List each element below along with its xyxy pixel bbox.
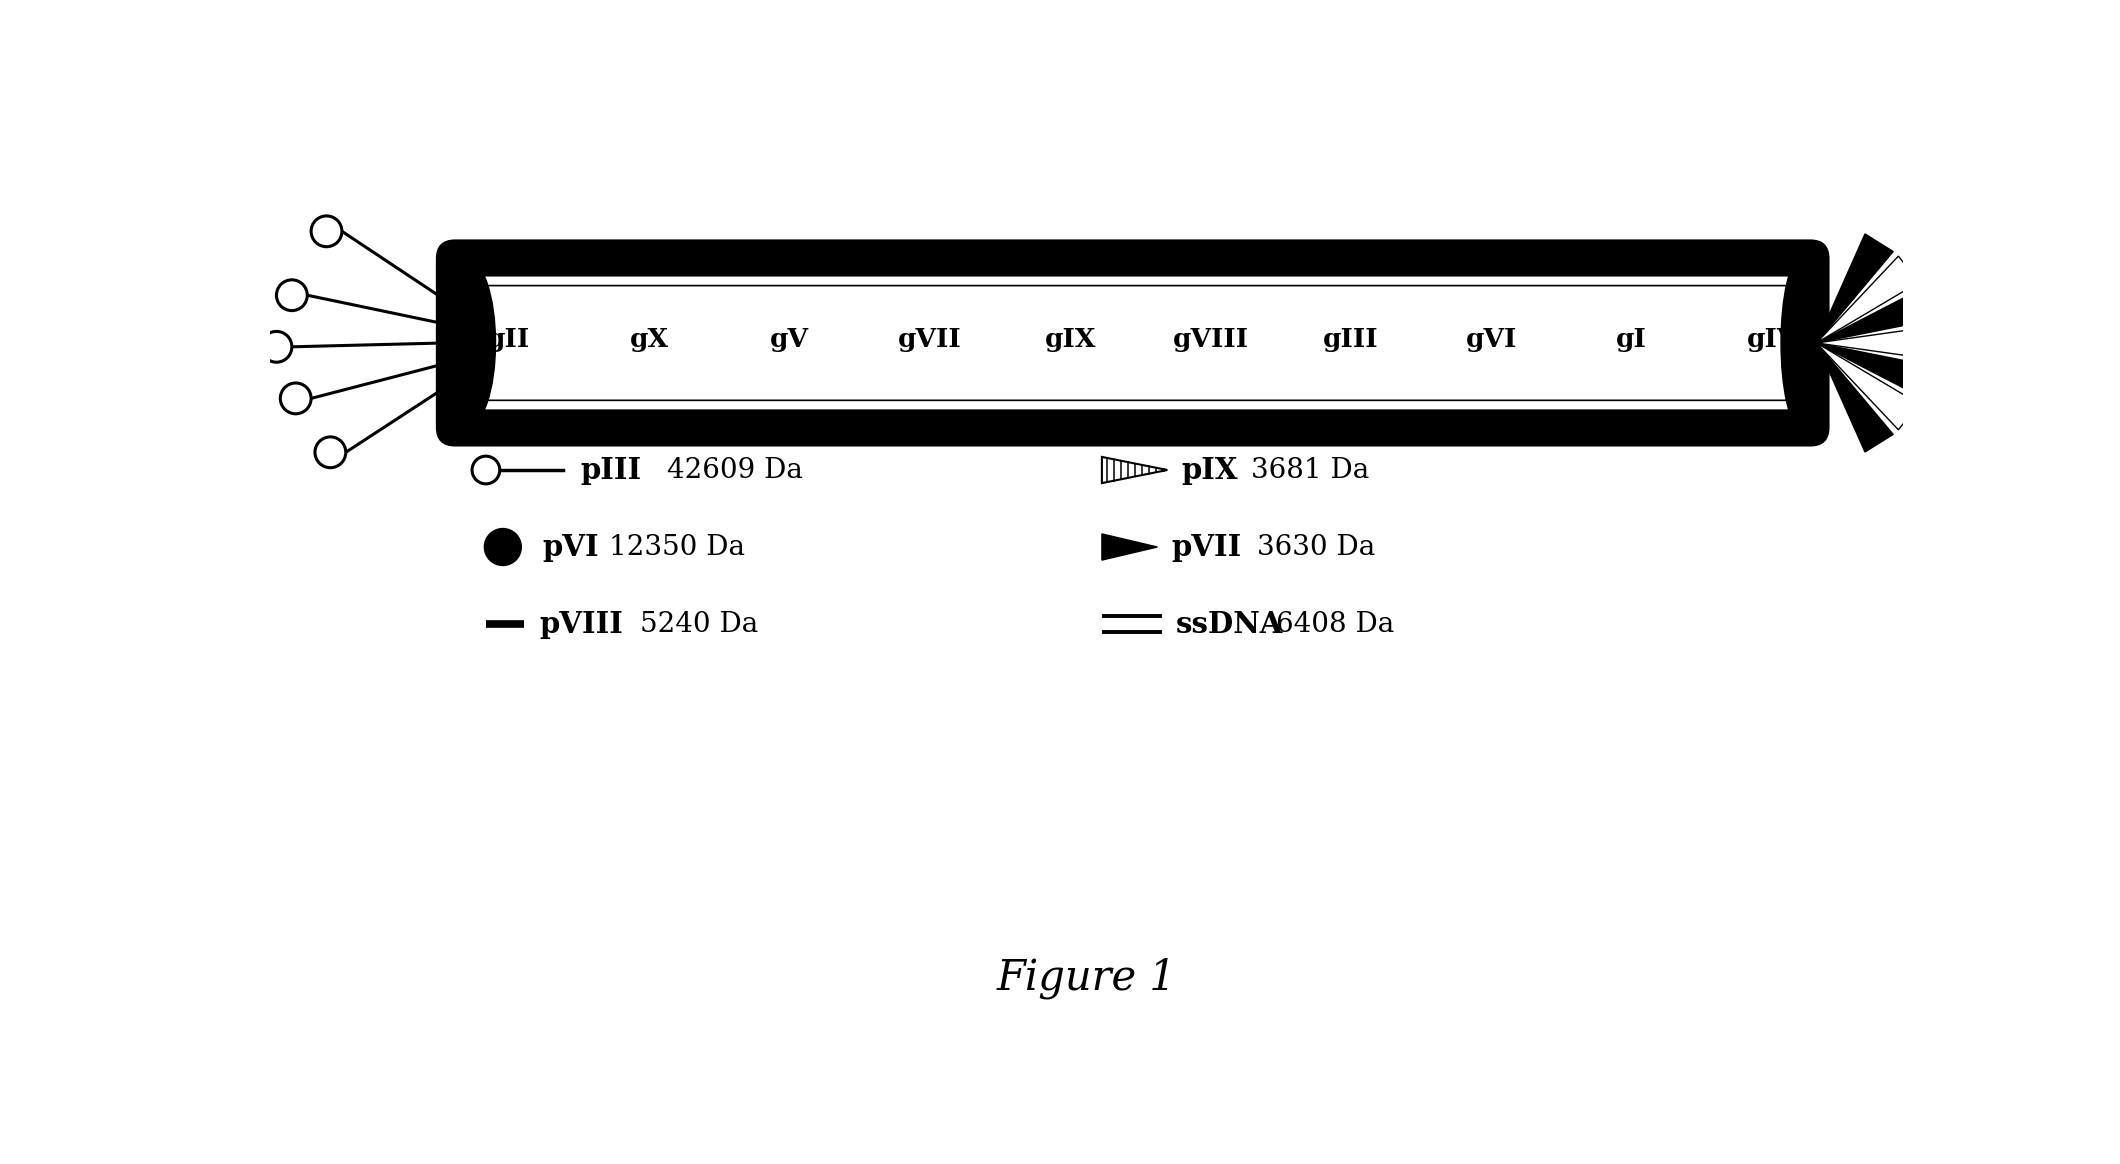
Text: gIII: gIII <box>1323 327 1378 353</box>
Polygon shape <box>1817 343 1893 452</box>
Polygon shape <box>1102 534 1158 560</box>
Text: gX: gX <box>630 327 668 353</box>
Text: gVIII: gVIII <box>1172 327 1249 353</box>
Text: gV: gV <box>770 327 810 353</box>
Polygon shape <box>1817 343 1919 430</box>
Text: Figure 1: Figure 1 <box>996 957 1177 999</box>
Text: gIX: gIX <box>1045 327 1096 353</box>
Text: ssDNA: ssDNA <box>1177 610 1283 639</box>
Circle shape <box>261 332 293 362</box>
Circle shape <box>276 279 307 311</box>
Text: gVI: gVI <box>1465 327 1518 353</box>
Text: 42609 Da: 42609 Da <box>668 456 803 483</box>
Text: 12350 Da: 12350 Da <box>608 533 744 561</box>
Text: pVII: pVII <box>1170 532 1242 561</box>
FancyBboxPatch shape <box>437 240 1830 447</box>
Polygon shape <box>1102 457 1168 483</box>
Circle shape <box>280 383 312 413</box>
Text: 6408 Da: 6408 Da <box>1276 610 1395 638</box>
Text: gVII: gVII <box>899 327 962 353</box>
Polygon shape <box>488 265 1783 279</box>
Text: gIV: gIV <box>1747 327 1798 353</box>
Circle shape <box>312 215 341 247</box>
Text: pIII: pIII <box>581 455 642 484</box>
Ellipse shape <box>1781 258 1821 427</box>
Ellipse shape <box>437 258 496 427</box>
Text: pIX: pIX <box>1181 455 1238 484</box>
Text: 3681 Da: 3681 Da <box>1251 456 1370 483</box>
FancyBboxPatch shape <box>460 275 1806 411</box>
Polygon shape <box>1817 234 1893 343</box>
Polygon shape <box>1817 343 1933 398</box>
FancyBboxPatch shape <box>471 285 1796 400</box>
Circle shape <box>316 436 346 468</box>
Polygon shape <box>1817 289 1933 343</box>
Text: pVI: pVI <box>543 532 598 561</box>
Text: gII: gII <box>488 327 530 353</box>
Polygon shape <box>1817 326 1936 360</box>
Text: 3630 Da: 3630 Da <box>1257 533 1376 561</box>
Text: pVIII: pVIII <box>541 610 623 639</box>
Circle shape <box>483 528 522 566</box>
Text: gI: gI <box>1615 327 1647 353</box>
Polygon shape <box>1817 256 1919 343</box>
Text: 5240 Da: 5240 Da <box>640 610 759 638</box>
Polygon shape <box>488 406 1783 420</box>
Circle shape <box>473 456 500 484</box>
